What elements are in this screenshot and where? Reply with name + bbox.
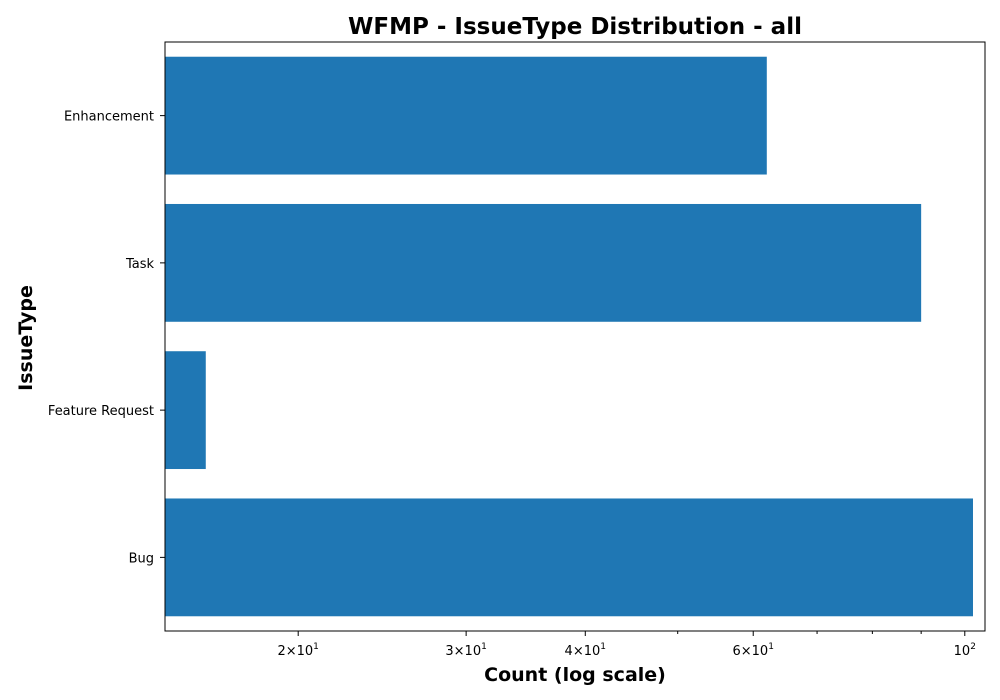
bar-bug	[165, 498, 973, 617]
x-tick-label: 102	[954, 642, 976, 659]
bars	[165, 56, 973, 617]
bar-feature-request	[165, 351, 206, 470]
y-tick-label: Bug	[129, 551, 154, 566]
y-axis-label: IssueType	[15, 285, 37, 391]
y-ticks: Enhancement Task Feature Request Bug	[48, 110, 165, 566]
y-tick-label: Task	[125, 257, 155, 272]
chart-title: WFMP - IssueType Distribution - all	[348, 14, 802, 40]
y-tick-label: Feature Request	[48, 404, 154, 419]
y-tick-label: Enhancement	[64, 110, 154, 125]
x-ticks: 2×101 3×101 4×101 6×101 102	[277, 631, 976, 659]
x-tick-label: 4×101	[565, 642, 606, 659]
bar-enhancement	[165, 56, 767, 175]
x-axis-label: Count (log scale)	[484, 664, 666, 686]
x-tick-label: 2×101	[277, 642, 318, 659]
x-tick-label: 6×101	[732, 642, 773, 659]
bar-task	[165, 203, 922, 322]
plot-frame	[164, 41, 986, 632]
x-tick-label: 3×101	[445, 642, 486, 659]
